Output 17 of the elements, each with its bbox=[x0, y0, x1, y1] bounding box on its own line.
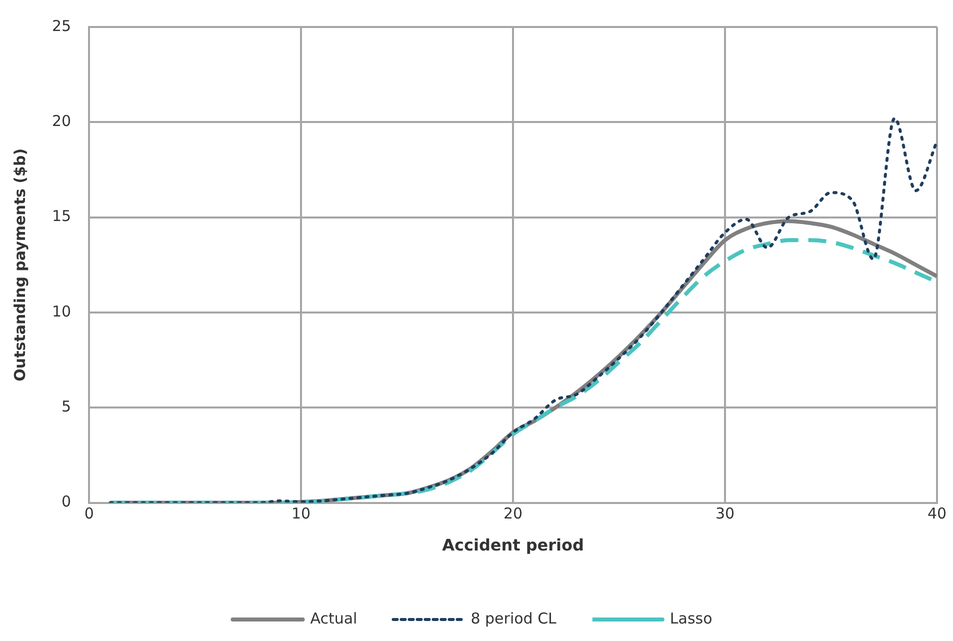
legend-label: Lasso bbox=[670, 609, 712, 628]
y-tick-label: 10 bbox=[52, 302, 72, 320]
legend-label: Actual bbox=[310, 609, 358, 628]
y-tick-label: 20 bbox=[52, 112, 72, 130]
x-tick-label: 0 bbox=[84, 504, 94, 523]
legend-label: 8 period CL bbox=[470, 609, 558, 628]
y-tick-label: 5 bbox=[62, 398, 72, 416]
line-series bbox=[108, 116, 937, 503]
x-tick-label: 20 bbox=[503, 504, 523, 523]
y-tick-label: 25 bbox=[52, 16, 72, 35]
y-axis-title: Outstanding payments ($b) bbox=[10, 148, 29, 382]
x-tick-label: 10 bbox=[292, 504, 311, 523]
x-tick-label: 30 bbox=[715, 504, 735, 523]
y-tick-label: 0 bbox=[62, 492, 72, 511]
x-axis-title: Accident period bbox=[442, 536, 584, 555]
x-tick-label: 40 bbox=[927, 504, 947, 523]
y-tick-label: 15 bbox=[52, 207, 72, 226]
